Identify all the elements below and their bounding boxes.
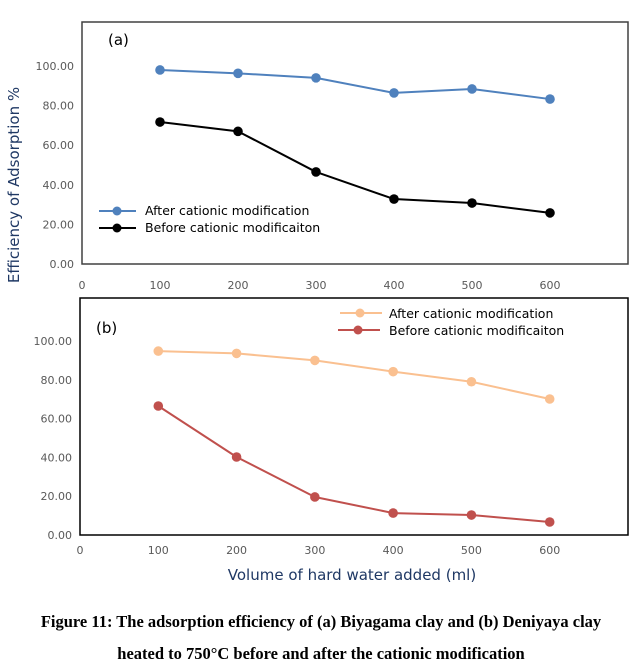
y-axis-title: Efficiency of Adsorption % (5, 87, 23, 283)
legend-marker (355, 308, 365, 318)
legend-label-before: Before cationic modificaiton (389, 323, 564, 338)
y-tick-label: 20.00 (41, 490, 73, 503)
series-b (153, 346, 555, 527)
y-tick-label: 60.00 (41, 413, 73, 426)
legend-marker (112, 223, 122, 233)
figure-caption-line-2: heated to 750°C before and after the cat… (117, 644, 525, 663)
x-tick-label: 100 (148, 544, 169, 557)
data-point-after (310, 355, 320, 366)
legend-item-after: After cationic modification (99, 203, 309, 218)
chart-panel-b: (b) 0.00 20.00 40.00 60.00 80.00 100.00 0 100 2… (34, 297, 629, 584)
y-tick-label: 80.00 (43, 100, 75, 113)
x-tick-label: 0 (79, 279, 86, 292)
data-point-after (311, 73, 321, 83)
data-point-before (545, 208, 555, 218)
series-line-after (158, 350, 550, 400)
x-tick-label: 500 (462, 279, 483, 292)
panel-label-a: (a) (108, 31, 129, 49)
plot-area-b (79, 297, 629, 536)
data-point-after (155, 65, 165, 75)
legend-b: After cationic modification Before catio… (338, 306, 564, 338)
data-point-after (466, 376, 477, 387)
x-tick-label: 300 (306, 279, 327, 292)
legend-label-after: After cationic modification (389, 306, 553, 321)
x-tick-label: 600 (539, 544, 560, 557)
x-ticks-b: 0 100 200 300 400 500 600 (77, 544, 561, 557)
y-ticks-b: 0.00 20.00 40.00 60.00 80.00 100.00 (34, 335, 73, 542)
data-point-before (466, 510, 477, 520)
series-line-before (157, 405, 550, 523)
figure-caption-line-1: Figure 11: The adsorption efficiency of … (40, 612, 602, 631)
x-tick-label: 200 (228, 279, 249, 292)
y-tick-label: 40.00 (41, 451, 73, 464)
series-line-before (159, 121, 551, 214)
x-ticks-a: 0 100 200 300 400 500 600 (79, 279, 561, 292)
legend-label-after: After cationic modification (145, 203, 309, 218)
y-tick-label: 0.00 (48, 529, 73, 542)
plot-area-a (81, 21, 629, 265)
x-tick-label: 300 (304, 544, 325, 557)
chart-panel-a: (a) 0.00 20.00 40.00 60.00 80.00 100.00 0 100 2… (36, 21, 629, 292)
data-point-after (231, 348, 242, 359)
data-point-before (467, 198, 477, 208)
x-tick-label: 600 (540, 279, 561, 292)
y-tick-label: 20.00 (43, 218, 75, 231)
legend-marker (112, 206, 122, 216)
y-tick-label: 80.00 (41, 374, 73, 387)
legend-item-before: Before cationic modificaiton (99, 220, 320, 235)
legend-item-after: After cationic modification (340, 306, 553, 321)
data-point-after (544, 394, 555, 404)
series-a (155, 65, 555, 218)
legend-label-before: Before cationic modificaiton (145, 220, 320, 235)
y-tick-label: 100.00 (34, 335, 73, 348)
legend-a: After cationic modification Before catio… (99, 203, 320, 235)
data-point-after (153, 346, 164, 356)
data-point-before (233, 126, 243, 137)
data-point-after (388, 366, 398, 377)
x-tick-label: 100 (150, 279, 171, 292)
data-point-before (388, 508, 398, 518)
x-tick-label: 400 (384, 279, 405, 292)
legend-marker (353, 325, 363, 335)
panel-label-b: (b) (96, 319, 117, 337)
x-tick-label: 0 (77, 544, 84, 557)
y-tick-label: 40.00 (43, 179, 75, 192)
data-point-after (545, 94, 555, 104)
data-point-before (310, 492, 320, 502)
data-point-before (231, 452, 242, 462)
x-axis-title: Volume of hard water added (ml) (228, 566, 476, 584)
series-line-after (159, 68, 551, 101)
data-point-after (389, 88, 399, 98)
data-point-before (544, 517, 555, 527)
x-tick-label: 400 (383, 544, 404, 557)
x-tick-label: 500 (461, 544, 482, 557)
y-tick-label: 60.00 (43, 139, 75, 152)
x-tick-label: 200 (226, 544, 247, 557)
data-point-before (153, 401, 164, 411)
figure: Efficiency of Adsorption % (a) 0.00 20.00… (5, 21, 629, 584)
y-tick-label: 100.00 (36, 60, 75, 73)
y-ticks-a: 0.00 20.00 40.00 60.00 80.00 100.00 (36, 60, 75, 271)
data-point-before (155, 117, 165, 127)
data-point-after (233, 68, 243, 79)
data-point-after (467, 84, 477, 94)
data-point-before (311, 167, 321, 177)
data-point-before (389, 194, 399, 204)
y-tick-label: 0.00 (50, 258, 75, 271)
legend-item-before: Before cationic modificaiton (338, 323, 564, 338)
